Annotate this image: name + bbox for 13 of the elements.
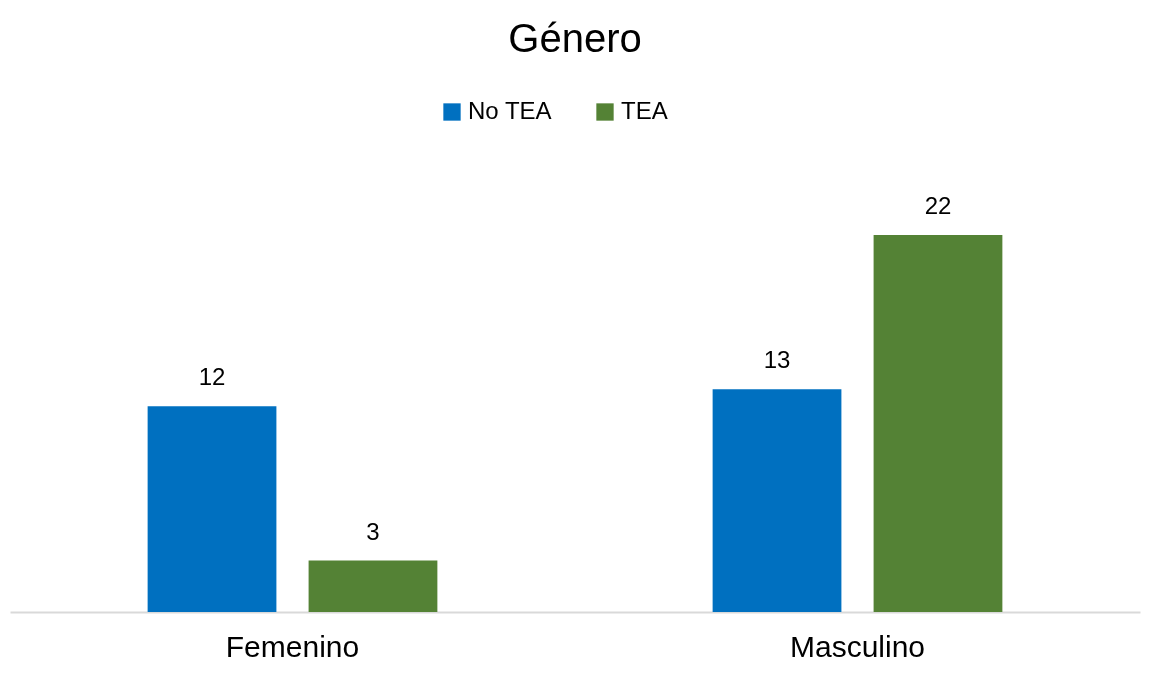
bar [712,389,842,612]
x-tick-label: Femenino [225,629,360,663]
bar [147,406,277,612]
x-tick-label: Masculino [789,629,926,663]
data-label: 12 [198,363,226,391]
bar [873,235,1003,612]
bar [308,560,438,612]
chart-title: Género [508,16,642,60]
legend-label: No TEA [468,97,552,124]
legend-label: TEA [621,97,668,124]
data-label: 3 [366,517,380,545]
data-label: 13 [763,346,791,374]
data-label: 22 [924,192,952,219]
